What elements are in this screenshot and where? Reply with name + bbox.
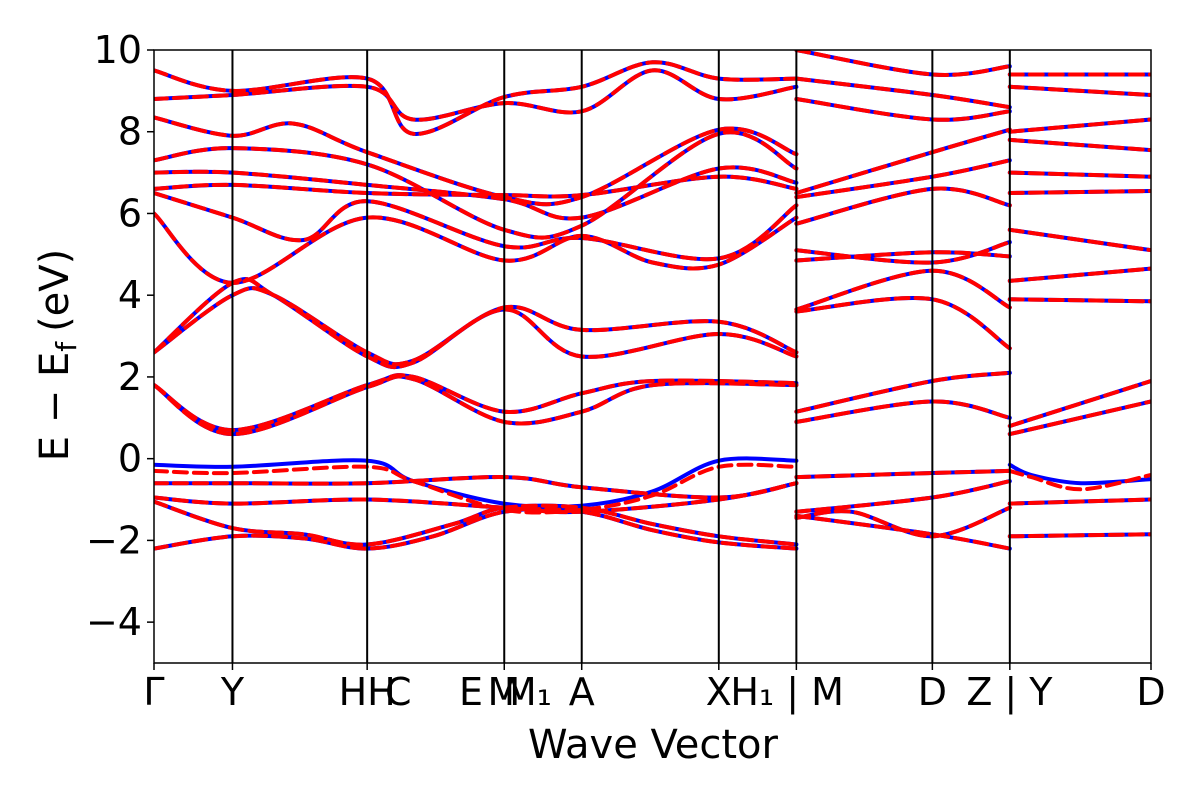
bands-layer xyxy=(154,50,1151,551)
y-tick-label: 2 xyxy=(118,355,142,399)
band-red-41 xyxy=(1007,137,1151,153)
x-tick-label: M xyxy=(488,670,521,714)
band-blue-6 xyxy=(154,286,799,367)
y-tick-label: −2 xyxy=(86,518,142,562)
band-red-38 xyxy=(1007,227,1151,253)
band-red-23 xyxy=(794,268,1012,312)
band-red-36 xyxy=(1007,297,1151,304)
band-red-31 xyxy=(794,50,1012,77)
y-tick-label: 6 xyxy=(118,191,142,235)
band-red-17 xyxy=(794,479,1012,514)
band-red-24 xyxy=(794,250,1012,263)
x-tick-label: X xyxy=(706,670,732,714)
band-red-42 xyxy=(1007,117,1151,134)
band-red-9 xyxy=(154,191,799,262)
y-tick-label: 10 xyxy=(94,28,142,72)
y-axis-label: E − Ef (eV) xyxy=(32,249,83,462)
band-red-40 xyxy=(1007,170,1151,179)
band-red-30 xyxy=(794,76,1012,110)
x-tick-label: Γ xyxy=(143,670,164,714)
x-tick-label: H₁ | M xyxy=(730,670,844,715)
band-red-13 xyxy=(154,115,799,207)
band-red-35 xyxy=(1007,379,1151,428)
band-red-diff-0 xyxy=(154,462,799,515)
band-red-37 xyxy=(1007,266,1151,283)
band-red-0 xyxy=(154,507,799,551)
y-tick-label: 8 xyxy=(118,110,142,154)
y-tick-label: 0 xyxy=(118,437,142,481)
y-tick-label: −4 xyxy=(86,600,142,644)
band-red-20 xyxy=(794,399,1012,424)
x-tick-label: Z | Y xyxy=(966,670,1053,715)
band-red-16 xyxy=(794,468,1012,480)
band-red-3 xyxy=(154,475,799,500)
x-tick-label: E xyxy=(459,670,483,714)
x-tick-label: Y xyxy=(220,670,245,714)
y-axis-label-sub: f xyxy=(50,341,83,352)
band-red-8 xyxy=(154,211,799,285)
x-tick-label: D xyxy=(918,670,947,714)
band-red-39 xyxy=(1007,189,1151,195)
band-red-32 xyxy=(1007,497,1151,506)
plot-frame xyxy=(153,49,1152,664)
band-red-34 xyxy=(1007,399,1151,437)
band-red-15 xyxy=(154,60,799,136)
y-axis-label-unit: (eV) xyxy=(32,249,78,332)
band-red-27 xyxy=(794,158,1012,200)
band-blue-diff-0 xyxy=(154,456,799,509)
x-tick-label: HH xyxy=(339,670,396,714)
kpoint-lines xyxy=(231,50,1011,663)
band-red-29 xyxy=(794,97,1012,122)
x-axis: Γ Y HHC E MM₁ A XH₁ | M D Z | Y D xyxy=(143,663,1166,715)
x-tick-label: D xyxy=(1136,670,1165,714)
x-tick-label: M₁ xyxy=(504,670,552,714)
band-blue-3 xyxy=(154,475,799,500)
band-red-diff-1 xyxy=(1007,468,1151,492)
band-blue-14 xyxy=(154,68,799,122)
band-blue-diff-1 xyxy=(1007,462,1151,486)
y-axis: 10 8 6 4 2 0 −2 −4 xyxy=(86,28,154,644)
band-red-6 xyxy=(154,286,799,367)
band-red-19 xyxy=(794,513,1012,551)
band-red-43 xyxy=(1007,84,1151,97)
band-red-5 xyxy=(154,374,799,437)
band-red-4 xyxy=(154,373,799,433)
band-red-33 xyxy=(1007,532,1151,539)
band-blue-13 xyxy=(154,115,799,207)
x-tick-label: A xyxy=(569,670,595,714)
band-red-21 xyxy=(794,370,1012,414)
band-red-25 xyxy=(794,240,1012,265)
x-tick-label: C xyxy=(385,670,412,714)
band-red-22 xyxy=(794,295,1012,351)
x-axis-label: Wave Vector xyxy=(528,722,779,768)
y-tick-label: 4 xyxy=(118,273,142,317)
band-red-28 xyxy=(794,127,1012,195)
band-red-1 xyxy=(154,499,799,547)
y-axis-label-main: E − E xyxy=(32,352,78,462)
